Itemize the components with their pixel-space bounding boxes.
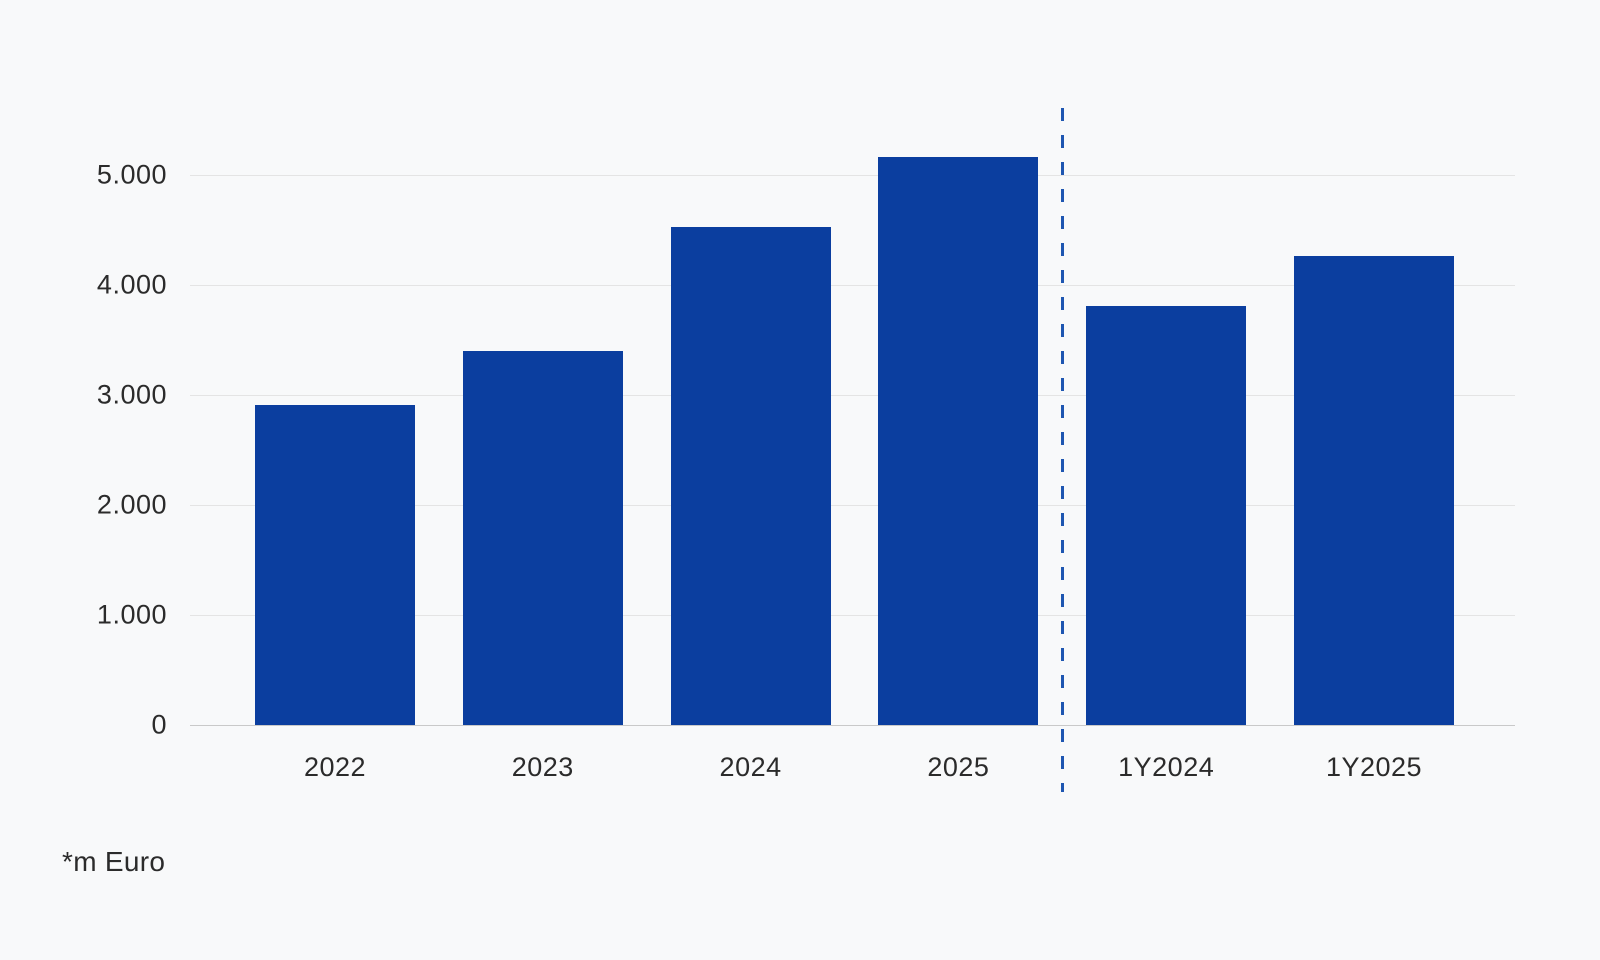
y-tick-label-0: 0 <box>151 709 167 740</box>
gridline-1000 <box>190 615 1515 616</box>
y-tick-label-3000: 3.000 <box>96 379 167 410</box>
y-tick-label-1000: 1.000 <box>96 599 167 630</box>
bar-1Y2025[interactable] <box>1294 256 1454 725</box>
y-tick-label-4000: 4.000 <box>96 269 167 300</box>
x-tick-label-1Y2024: 1Y2024 <box>1118 752 1215 782</box>
bar-2024[interactable] <box>670 226 831 725</box>
x-tick-label-2025: 2025 <box>927 752 990 782</box>
gridline-3000 <box>190 395 1515 396</box>
x-tick-label-2022: 2022 <box>303 752 367 782</box>
y-tick-label-2000: 2.000 <box>96 489 167 520</box>
gridline-2000 <box>190 505 1515 506</box>
bar-2022[interactable] <box>255 404 415 725</box>
x-axis-baseline <box>190 725 1515 726</box>
x-tick-label-2023: 2023 <box>511 752 574 782</box>
x-tick-label-2024: 2024 <box>719 752 782 782</box>
gridline-5000 <box>190 175 1515 176</box>
bar-1Y2024[interactable] <box>1086 305 1247 725</box>
y-tick-label-5000: 5.000 <box>96 159 167 190</box>
bar-2023[interactable] <box>462 351 623 725</box>
bar-2025[interactable] <box>878 157 1039 725</box>
period-separator-dashed-line <box>1060 108 1064 792</box>
unit-footnote: *m Euro <box>62 846 166 877</box>
x-tick-label-1Y2025: 1Y2025 <box>1325 752 1423 782</box>
gridline-4000 <box>190 285 1515 286</box>
